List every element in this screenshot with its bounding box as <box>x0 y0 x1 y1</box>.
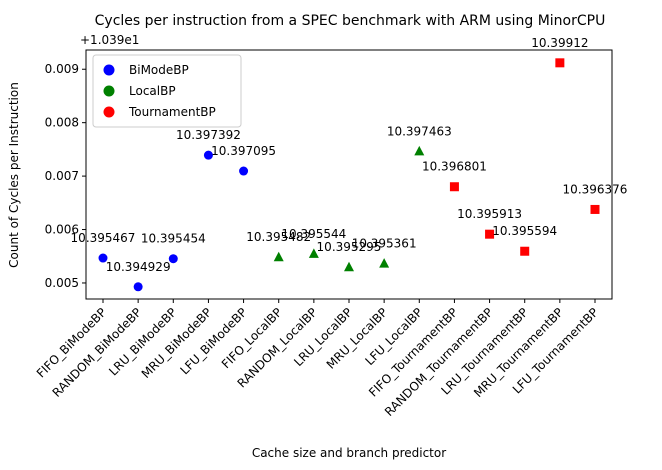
y-tick-label-1: 0.006 <box>45 223 79 237</box>
legend-label-LocalBP: LocalBP <box>129 84 176 98</box>
data-label-TournamentBP-4: 10.396376 <box>563 182 628 196</box>
data-label-LocalBP-1: 10.395544 <box>281 227 346 241</box>
point-TournamentBP-1 <box>485 229 495 239</box>
y-tick-label-4: 0.009 <box>45 62 79 76</box>
data-label-TournamentBP-3: 10.39912 <box>531 36 588 50</box>
point-TournamentBP-3 <box>555 58 565 68</box>
legend-marker-BiModeBP <box>103 64 115 76</box>
y-axis: 0.005 0.006 0.007 0.008 0.009 <box>45 62 86 290</box>
x-tick-label-8: MRU_LocalBP <box>324 305 391 372</box>
y-tick-label-3: 0.008 <box>45 116 79 130</box>
legend-marker-TournamentBP <box>103 106 115 118</box>
data-label-LocalBP-0: 10.395482 <box>246 230 311 244</box>
data-label-BiModeBP-2: 10.395454 <box>141 232 206 246</box>
point-BiModeBP-4 <box>239 166 249 176</box>
legend-label-TournamentBP: TournamentBP <box>128 105 216 119</box>
data-label-TournamentBP-1: 10.395913 <box>457 207 522 221</box>
data-label-TournamentBP-2: 10.395594 <box>492 224 557 238</box>
legend-label-BiModeBP: BiModeBP <box>129 63 189 77</box>
point-LocalBP-4 <box>414 145 425 156</box>
y-tick-label-2: 0.007 <box>45 169 79 183</box>
point-LocalBP-1 <box>308 248 319 258</box>
y-offset-label: +1.039e1 <box>80 33 139 47</box>
data-label-BiModeBP-1: 10.394929 <box>106 260 171 274</box>
data-label-BiModeBP-0: 10.395467 <box>71 231 136 245</box>
point-TournamentBP-2 <box>520 246 530 256</box>
legend-marker-LocalBP <box>103 85 115 97</box>
point-BiModeBP-2 <box>168 254 178 264</box>
data-labels: 10.395467 10.394929 10.395454 10.397392 10.3… <box>71 36 628 274</box>
data-label-LocalBP-2: 10.395295 <box>317 240 382 254</box>
point-BiModeBP-0 <box>98 253 108 263</box>
data-label-TournamentBP-0: 10.396801 <box>422 160 487 174</box>
legend-box <box>92 54 242 128</box>
point-LocalBP-3 <box>379 258 390 268</box>
point-TournamentBP-0 <box>449 182 459 192</box>
point-LocalBP-2 <box>344 261 354 272</box>
x-axis: FIFO_BiModeBPRANDOM_BiModeBPLRU_BiModeBP… <box>34 299 601 419</box>
data-label-LocalBP-4: 10.397463 <box>387 124 452 138</box>
point-BiModeBP-3 <box>203 150 213 160</box>
y-tick-label-0: 0.005 <box>45 276 79 290</box>
data-label-BiModeBP-4: 10.397095 <box>211 144 276 158</box>
y-axis-label: Count of Cycles per Instruction <box>7 82 21 268</box>
point-BiModeBP-1 <box>133 282 143 292</box>
data-points <box>98 58 600 292</box>
point-TournamentBP-4 <box>590 204 600 214</box>
point-LocalBP-0 <box>273 251 284 262</box>
data-label-BiModeBP-3: 10.397392 <box>176 128 241 142</box>
legend: BiModeBP LocalBP TournamentBP <box>92 54 242 128</box>
x-axis-label: Cache size and branch predictor <box>252 446 446 460</box>
chart-title: Cycles per instruction from a SPEC bench… <box>95 13 606 29</box>
data-label-LocalBP-3: 10.395361 <box>352 237 417 251</box>
